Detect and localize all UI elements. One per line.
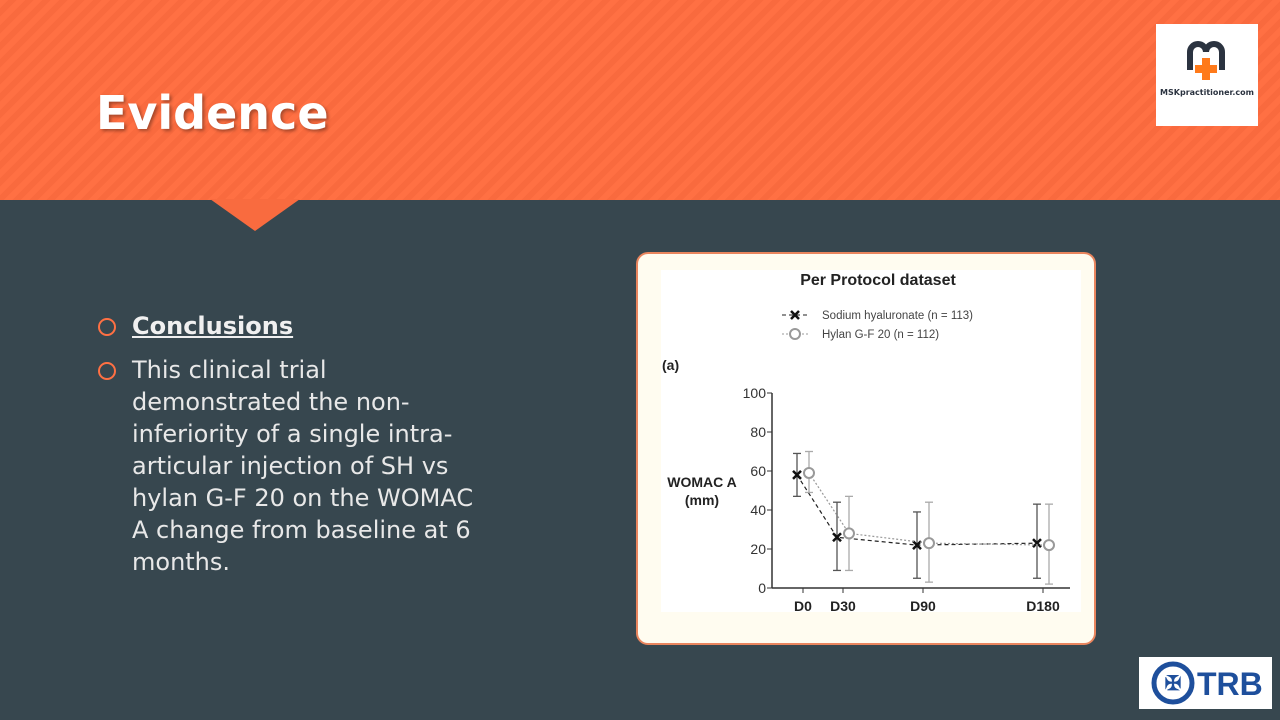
bullet-heading: Conclusions <box>132 312 294 340</box>
x-marker <box>832 532 842 543</box>
series-line <box>808 472 1050 546</box>
bullet-circle-icon <box>98 318 116 336</box>
plot-area: 0 20 40 60 80 100 D0 D30 D90 D180 <box>743 385 1070 614</box>
y-tick-label: 40 <box>750 502 766 518</box>
msk-logo: MSKpractitioner.com <box>1156 24 1258 126</box>
legend-label: Hylan G-F 20 (n = 112) <box>822 329 939 341</box>
y-tick-label: 80 <box>750 424 766 440</box>
data-point-circle <box>843 527 855 540</box>
chart-title: Per Protocol dataset <box>800 272 956 289</box>
trb-logo-text: TRB <box>1197 666 1263 702</box>
data-point-x <box>912 540 922 550</box>
bullet-item: Conclusions <box>98 310 478 342</box>
trb-logo-icon: ✠ TRB <box>1151 661 1263 705</box>
msk-logo-text: MSKpractitioner.com <box>1160 88 1254 97</box>
bullet-circle-icon <box>98 362 116 380</box>
data-point-circle <box>923 537 935 550</box>
panel-label: (a) <box>662 357 679 373</box>
x-tick-label: D0 <box>794 598 812 614</box>
x-marker <box>1032 538 1042 549</box>
legend-x-marker <box>790 310 800 320</box>
trb-logo: ✠ TRB <box>1139 657 1272 709</box>
data-point-x <box>792 470 802 480</box>
bullet-text: This clinical trial demonstrated the non… <box>132 356 474 576</box>
series-line <box>796 474 1038 546</box>
chart-background <box>661 270 1081 612</box>
bullet-item: This clinical trial demonstrated the non… <box>98 354 478 578</box>
header-band <box>0 0 1280 200</box>
legend-label: Sodium hyaluronate (n = 113) <box>822 310 973 322</box>
data-point-x <box>1032 538 1042 549</box>
x-tick-label: D90 <box>910 598 936 614</box>
y-tick-label: 20 <box>750 541 766 557</box>
y-tick-label: 100 <box>743 385 767 401</box>
y-axis-label: WOMAC A <box>667 474 736 490</box>
header-notch <box>210 199 300 231</box>
data-point-circle <box>1043 539 1055 552</box>
x-marker <box>792 470 802 480</box>
x-tick-label: D180 <box>1026 598 1060 614</box>
y-axis-unit: (mm) <box>685 492 719 508</box>
legend-circle-marker <box>789 328 801 340</box>
slide-title: Evidence <box>96 86 329 140</box>
data-point-x <box>832 532 842 543</box>
bullet-list: Conclusions This clinical trial demonstr… <box>98 310 478 590</box>
svg-text:✠: ✠ <box>1165 673 1182 695</box>
msk-logo-icon <box>1187 41 1225 80</box>
x-tick-label: D30 <box>830 598 856 614</box>
y-tick-label: 0 <box>758 580 766 596</box>
y-tick-label: 60 <box>750 463 766 479</box>
legend: Sodium hyaluronate (n = 113) Hylan G-F 20… <box>782 310 973 341</box>
data-point-circle <box>803 466 815 479</box>
x-marker <box>912 540 922 550</box>
